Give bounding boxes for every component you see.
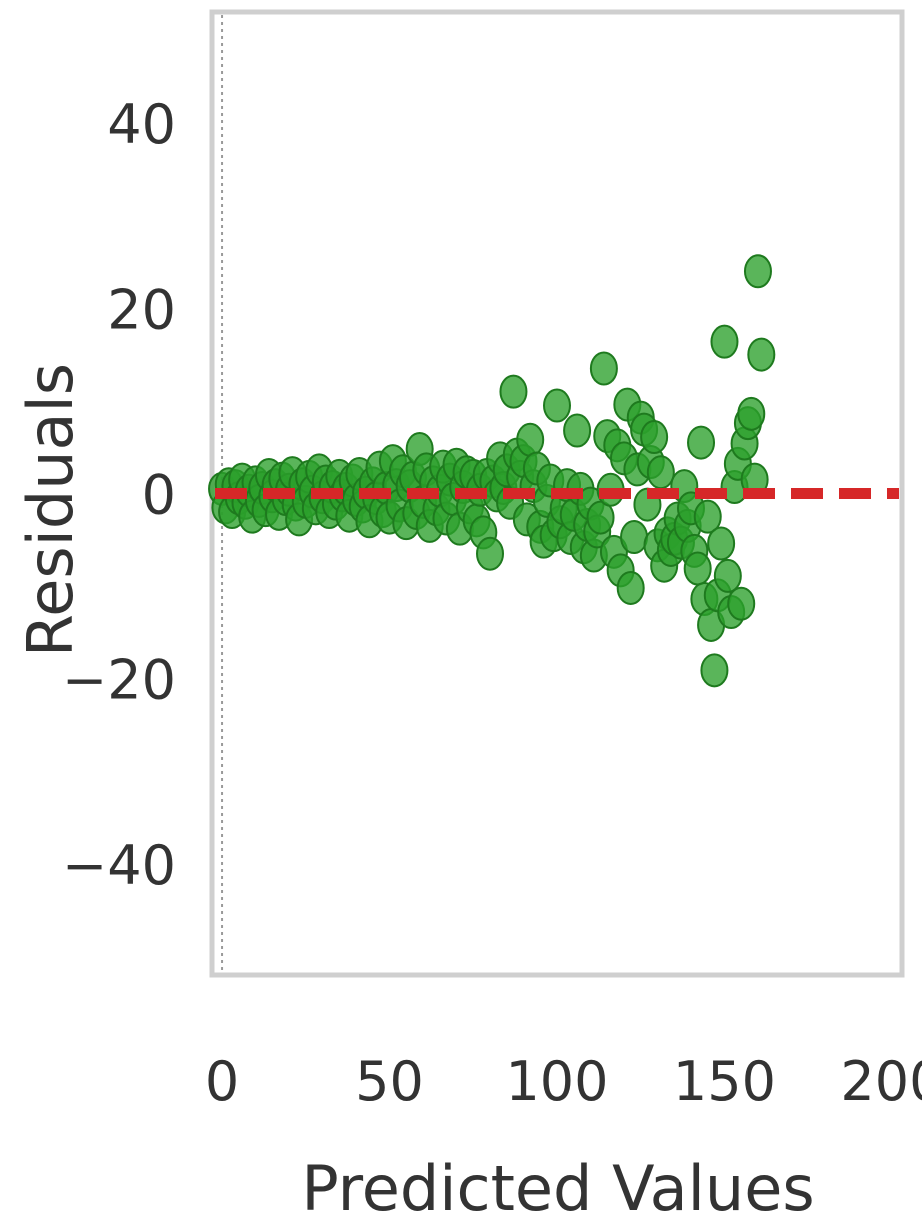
y-tick-label: 0 <box>142 464 176 527</box>
scatter-point <box>616 570 645 605</box>
y-axis-label: Residuals <box>14 363 87 657</box>
scatter-point <box>727 586 756 621</box>
scatter-point <box>743 254 772 289</box>
scatter-point <box>620 520 649 555</box>
x-tick-label: 0 <box>205 1050 239 1113</box>
scatter-point <box>683 551 712 586</box>
x-tick-label: 100 <box>505 1050 608 1113</box>
x-tick-label: 50 <box>355 1050 424 1113</box>
x-tick-label: 200 <box>840 1050 922 1113</box>
scatter-point <box>747 337 776 372</box>
scatter-point <box>640 420 669 455</box>
scatter-point <box>589 351 618 386</box>
scatter-point <box>700 653 729 688</box>
scatter-point <box>543 388 571 423</box>
y-tick-label: −40 <box>62 834 176 897</box>
scatter-point <box>737 396 766 431</box>
x-axis-label: Predicted Values <box>301 1152 814 1225</box>
scatter-point <box>563 413 592 448</box>
scatter-point <box>499 374 528 409</box>
scatter-point <box>646 455 675 490</box>
scatter-point <box>713 558 742 593</box>
y-tick-label: 40 <box>107 93 176 156</box>
y-tick-label: 20 <box>107 278 176 341</box>
x-tick-label: 150 <box>673 1050 776 1113</box>
scatter-point <box>707 526 736 561</box>
scatter-point <box>687 425 716 460</box>
y-tick-label: −20 <box>62 649 176 712</box>
scatter-point <box>693 499 722 534</box>
scatter-point <box>516 422 545 457</box>
scatter-point <box>476 536 505 571</box>
scatter-point <box>710 324 739 359</box>
